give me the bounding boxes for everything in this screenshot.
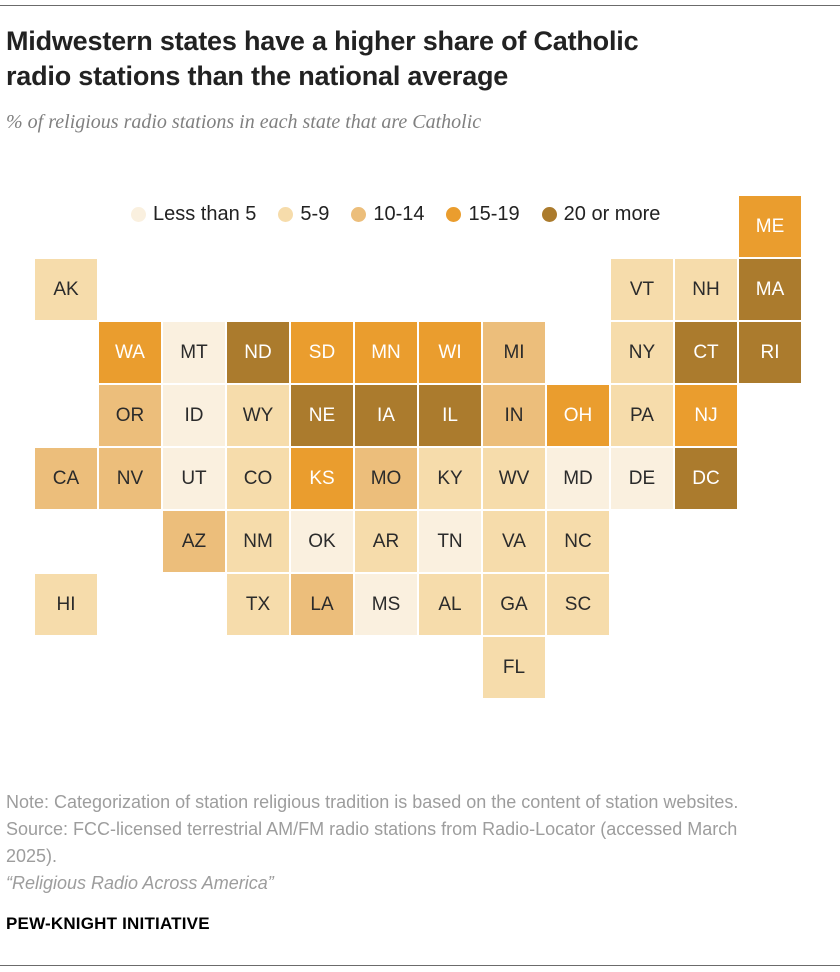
- state-tile-WI: WI: [419, 322, 481, 383]
- state-tile-ND: ND: [227, 322, 289, 383]
- footer-source-line-2: 2025).: [6, 846, 58, 866]
- state-tile-MI: MI: [483, 322, 545, 383]
- state-tile-CT: CT: [675, 322, 737, 383]
- state-tile-GA: GA: [483, 574, 545, 635]
- legend-label: Less than 5: [153, 202, 257, 225]
- state-tile-NJ: NJ: [675, 385, 737, 446]
- state-tile-MD: MD: [547, 448, 609, 509]
- state-tile-NE: NE: [291, 385, 353, 446]
- footer-source-line-1: Source: FCC-licensed terrestrial AM/FM r…: [6, 819, 738, 839]
- state-tile-CA: CA: [35, 448, 97, 509]
- state-tile-MO: MO: [355, 448, 417, 509]
- state-tile-ID: ID: [163, 385, 225, 446]
- state-tile-AR: AR: [355, 511, 417, 572]
- state-tile-KS: KS: [291, 448, 353, 509]
- legend-item-3: 15-19: [446, 202, 520, 226]
- footer: Note: Categorization of station religiou…: [6, 789, 834, 934]
- state-tile-KY: KY: [419, 448, 481, 509]
- state-tile-NC: NC: [547, 511, 609, 572]
- state-tile-WV: WV: [483, 448, 545, 509]
- state-tile-TX: TX: [227, 574, 289, 635]
- state-tile-TN: TN: [419, 511, 481, 572]
- state-tile-UT: UT: [163, 448, 225, 509]
- state-tile-IA: IA: [355, 385, 417, 446]
- state-tile-DE: DE: [611, 448, 673, 509]
- legend-swatch-icon: [541, 206, 557, 222]
- legend-swatch-icon: [278, 206, 294, 222]
- state-tile-SC: SC: [547, 574, 609, 635]
- state-tile-FL: FL: [483, 637, 545, 698]
- state-tile-OH: OH: [547, 385, 609, 446]
- legend: Less than 5 5-9 10-14 15-19 20 or more: [131, 200, 660, 228]
- state-tile-OR: OR: [99, 385, 161, 446]
- state-tile-HI: HI: [35, 574, 97, 635]
- legend-label: 5-9: [300, 202, 330, 225]
- state-tile-AL: AL: [419, 574, 481, 635]
- page-subtitle: % of religious radio stations in each st…: [6, 111, 482, 133]
- state-tile-MT: MT: [163, 322, 225, 383]
- tile-map-container: Less than 5 5-9 10-14 15-19 20 or more ME AK V…: [35, 196, 803, 701]
- page-title: Midwestern states have a higher share of…: [6, 24, 834, 94]
- state-tile-PA: PA: [611, 385, 673, 446]
- legend-label: 10-14: [373, 202, 425, 225]
- legend-item-4: 20 or more: [541, 202, 661, 226]
- state-tile-MN: MN: [355, 322, 417, 383]
- state-tile-VA: VA: [483, 511, 545, 572]
- title-line-1: Midwestern states have a higher share of…: [6, 26, 639, 56]
- state-tile-AK: AK: [35, 259, 97, 320]
- footer-note: Note: Categorization of station religiou…: [6, 792, 739, 812]
- title-line-2: radio stations than the national average: [6, 61, 509, 91]
- state-tile-ME: ME: [739, 196, 801, 257]
- legend-swatch-icon: [446, 206, 462, 222]
- state-tile-NV: NV: [99, 448, 161, 509]
- legend-swatch-icon: [131, 206, 146, 222]
- state-tile-MS: MS: [355, 574, 417, 635]
- state-tile-LA: LA: [291, 574, 353, 635]
- footer-credit: “Religious Radio Across America”: [6, 873, 274, 893]
- bottom-rule: [0, 965, 840, 966]
- state-tile-NH: NH: [675, 259, 737, 320]
- brand-label: PEW-KNIGHT INITIATIVE: [6, 914, 210, 933]
- state-tile-IN: IN: [483, 385, 545, 446]
- state-tile-AZ: AZ: [163, 511, 225, 572]
- state-tile-CO: CO: [227, 448, 289, 509]
- state-tile-NY: NY: [611, 322, 673, 383]
- state-tile-DC: DC: [675, 448, 737, 509]
- state-tile-WA: WA: [99, 322, 161, 383]
- legend-label: 20 or more: [563, 202, 661, 225]
- state-tile-MA: MA: [739, 259, 801, 320]
- state-tile-OK: OK: [291, 511, 353, 572]
- top-rule: [0, 5, 840, 6]
- state-tile-SD: SD: [291, 322, 353, 383]
- legend-label: 15-19: [468, 202, 520, 225]
- state-tile-NM: NM: [227, 511, 289, 572]
- legend-swatch-icon: [351, 206, 367, 222]
- state-tile-IL: IL: [419, 385, 481, 446]
- legend-item-1: 5-9: [278, 203, 329, 226]
- state-tile-VT: VT: [611, 259, 673, 320]
- state-tile-WY: WY: [227, 385, 289, 446]
- state-tile-RI: RI: [739, 322, 801, 383]
- legend-item-0: Less than 5: [131, 203, 256, 226]
- legend-item-2: 10-14: [351, 203, 424, 226]
